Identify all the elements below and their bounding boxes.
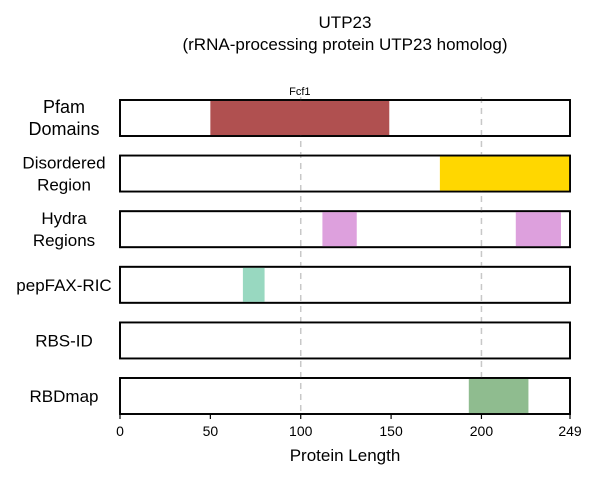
row-label: Domains: [28, 119, 99, 139]
x-axis-label: Protein Length: [290, 446, 401, 465]
x-tick-label: 200: [470, 423, 494, 439]
x-tick-label: 100: [289, 423, 313, 439]
segment-bar: [439, 156, 570, 191]
segment-annotation: Fcf1: [289, 86, 310, 98]
row-label: Region: [37, 176, 91, 195]
x-tick-label: 0: [116, 423, 124, 439]
segment-bar: [468, 378, 529, 414]
x-tick-label: 150: [379, 423, 403, 439]
track-background: [119, 265, 571, 304]
chart-title-line-2: (rRNA-processing protein UTP23 homolog): [182, 35, 507, 54]
segment-bar: [210, 100, 390, 136]
segment-bar: [515, 212, 561, 247]
track-border: [119, 377, 571, 415]
x-axis: 0 50 100 150 200 249: [116, 414, 582, 439]
track-row: RBS-ID: [35, 321, 571, 360]
track-border: [119, 154, 571, 193]
track-row: pepFAX-RIC: [16, 265, 571, 304]
gridlines: [299, 97, 483, 414]
row-label: Regions: [33, 231, 95, 250]
track-border: [119, 265, 571, 304]
track-border: [119, 210, 571, 249]
x-tick-label: 50: [203, 423, 219, 439]
row-label: Hydra: [41, 209, 87, 228]
track-border: [119, 321, 571, 360]
track-border: [119, 99, 571, 137]
segment-bar: [322, 212, 357, 247]
row-label: pepFAX-RIC: [16, 276, 111, 295]
track-background: [119, 321, 571, 360]
chart-title-line-1: UTP23: [319, 13, 372, 32]
x-tick-label: 249: [558, 423, 582, 439]
segment-bar: [242, 267, 265, 302]
row-label: Pfam: [43, 97, 85, 117]
row-label: RBS-ID: [35, 331, 93, 350]
row-label: RBDmap: [30, 387, 99, 406]
row-label: Disordered: [22, 154, 105, 173]
